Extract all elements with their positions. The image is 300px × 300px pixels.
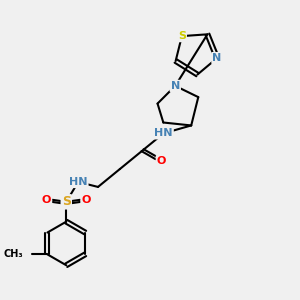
Text: O: O [42,195,51,205]
Text: CH₃: CH₃ [4,249,24,260]
Text: O: O [157,156,166,166]
Text: N: N [212,53,222,63]
Text: S: S [178,31,186,41]
Text: S: S [62,195,71,208]
Text: HN: HN [69,177,87,187]
Text: O: O [81,195,91,205]
Text: HN: HN [154,128,173,138]
Text: N: N [171,81,180,91]
